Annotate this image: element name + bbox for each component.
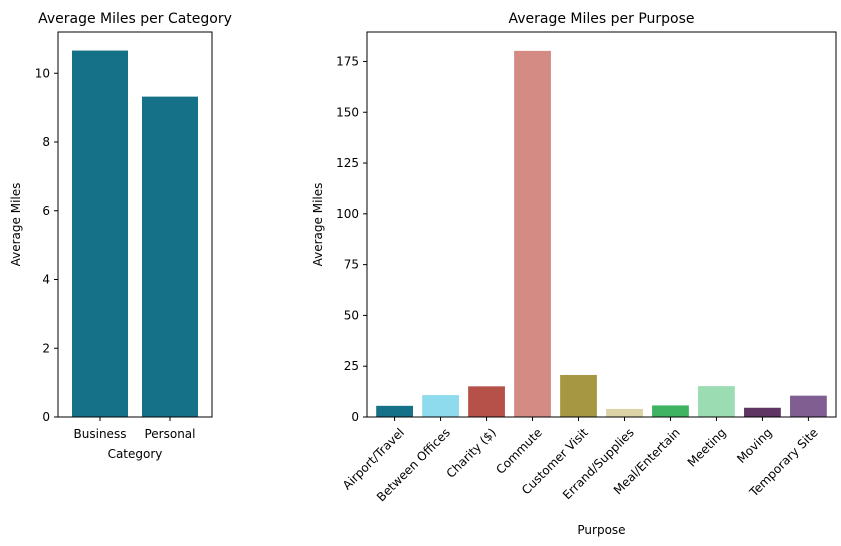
category-chart: 0 2 4 6 8 10 Business Personal Average Miles per… (9, 11, 232, 461)
x-axis-label: Category (108, 447, 163, 461)
bar-meal-entertain (652, 405, 689, 417)
y-tick-label: 0 (42, 410, 50, 424)
chart-title: Average Miles per Purpose (508, 11, 694, 27)
y-tick-label: 4 (42, 273, 50, 287)
y-tick-label: 6 (42, 204, 50, 218)
chart-title: Average Miles per Category (38, 11, 232, 27)
x-tick-label: Personal (144, 427, 195, 441)
bar-between-offices (422, 395, 459, 417)
bar-temporary-site (790, 395, 827, 417)
y-tick-label: 125 (336, 156, 359, 170)
y-tick-label: 0 (351, 410, 359, 424)
x-tick-label: Business (74, 427, 127, 441)
axes-frame (57, 31, 213, 418)
y-tick-label: 100 (336, 207, 359, 221)
y-tick-label: 150 (336, 105, 359, 119)
bar-airport-travel (376, 405, 413, 417)
bar-personal (142, 96, 198, 417)
y-axis-label: Average Miles (9, 183, 23, 267)
y-axis-label: Average Miles (311, 183, 325, 267)
x-tick-label: Meeting (685, 425, 729, 469)
bar-moving (744, 407, 781, 417)
bar-business (72, 50, 128, 417)
bar-meeting (698, 386, 735, 417)
y-tick-label: 75 (344, 258, 359, 272)
y-tick-label: 10 (35, 66, 50, 80)
y-tick-label: 50 (344, 308, 359, 322)
y-tick-label: 175 (336, 54, 359, 68)
x-tick-label: Charity ($) (444, 425, 499, 480)
bar-customer-visit (560, 374, 597, 417)
purpose-chart: 0255075100125150175Airport/TravelBetween… (311, 11, 837, 537)
x-tick-label: Moving (734, 425, 775, 466)
y-tick-label: 25 (344, 359, 359, 373)
y-tick-label: 8 (42, 135, 50, 149)
y-tick-label: 2 (42, 341, 50, 355)
bar-charity (468, 386, 505, 417)
bar-commute (514, 50, 551, 417)
bar-errand-supplies (606, 408, 643, 417)
x-axis-label: Purpose (577, 523, 625, 537)
axes-frame (366, 31, 837, 418)
